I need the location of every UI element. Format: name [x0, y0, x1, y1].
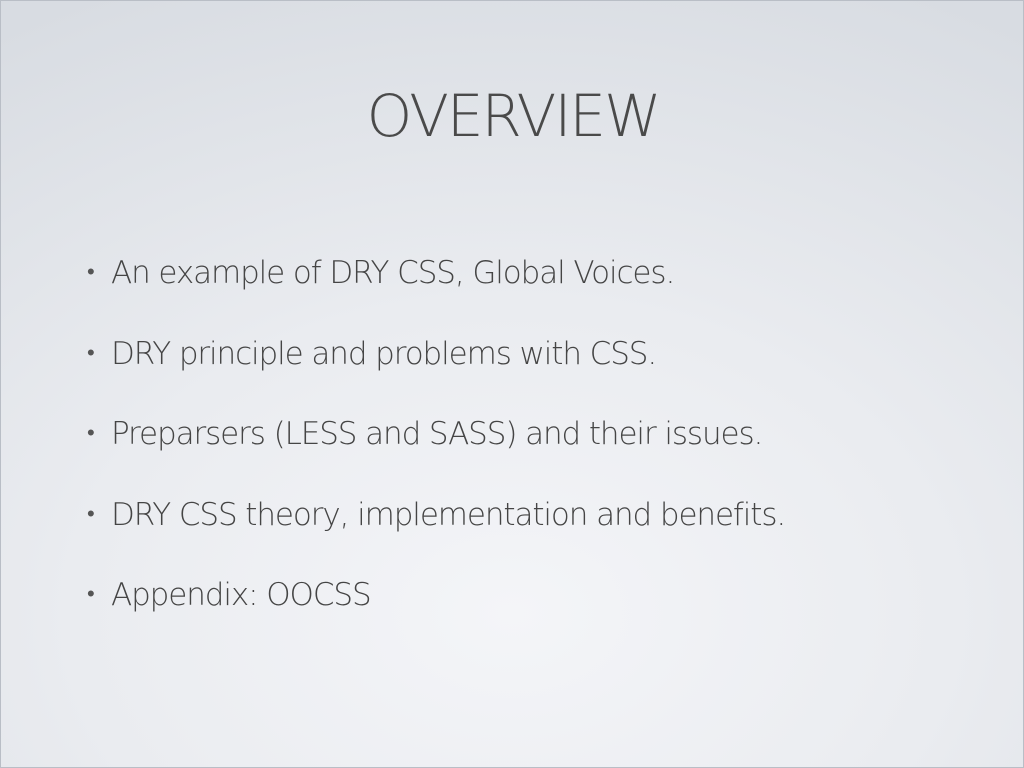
bullet-dot-icon: •	[87, 582, 95, 607]
bullet-item: • Preparsers (LESS and SASS) and their is…	[87, 407, 785, 488]
bullet-item: • DRY CSS theory, implementation and bene…	[87, 488, 786, 569]
bullet-text: DRY CSS theory, implementation and benef…	[111, 496, 786, 533]
slide-title: OVERVIEW	[366, 82, 662, 150]
bullet-item: • Appendix: OOCSS	[87, 568, 785, 649]
bullet-text: DRY principle and problems with CSS.	[111, 335, 657, 372]
bullet-dot-icon: •	[87, 260, 95, 285]
bullet-dot-icon: •	[87, 421, 95, 446]
bullet-dot-icon: •	[87, 340, 95, 366]
bullet-text: Preparsers (LESS and SASS) and their iss…	[111, 416, 763, 452]
bullet-dot-icon: •	[87, 501, 95, 527]
bullet-text: Appendix: OOCSS	[111, 577, 372, 613]
bullet-list: • An example of DRY CSS, Global Voices. •…	[87, 246, 786, 649]
bullet-text: An example of DRY CSS, Global Voices.	[111, 255, 675, 291]
bullet-item: • An example of DRY CSS, Global Voices.	[87, 246, 785, 327]
bullet-item: • DRY principle and problems with CSS.	[87, 327, 785, 408]
